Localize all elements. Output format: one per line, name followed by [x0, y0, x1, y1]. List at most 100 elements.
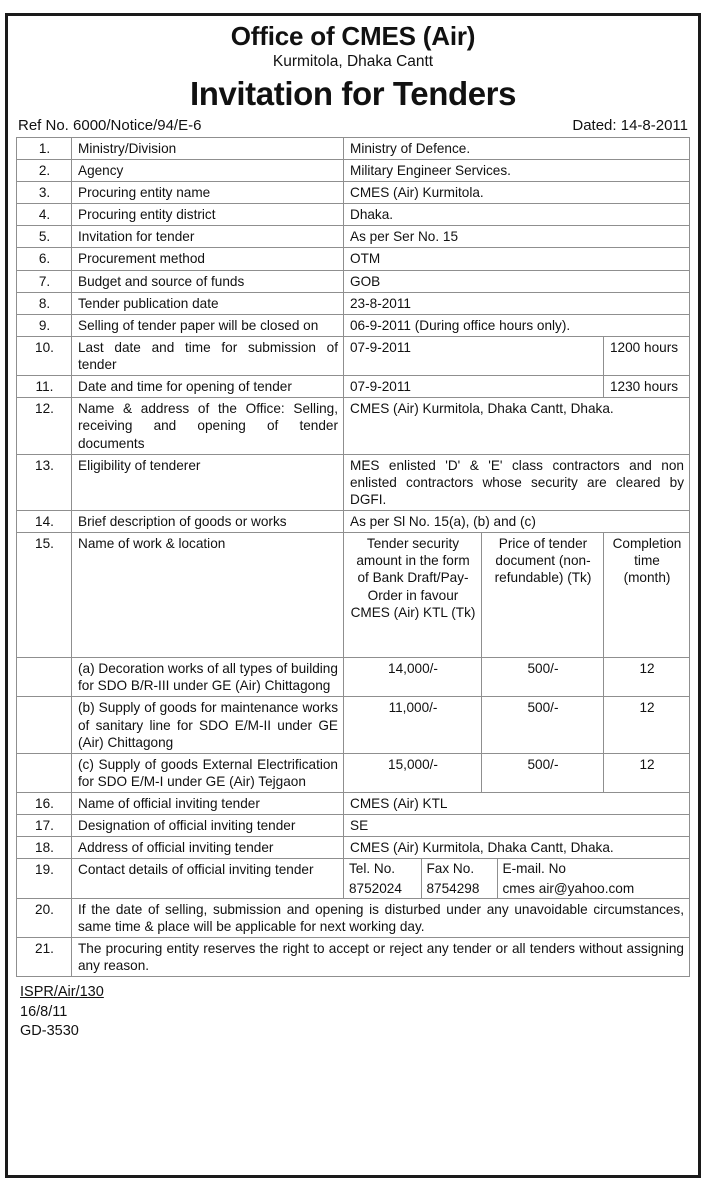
row-serial: 11.: [16, 375, 72, 399]
row-value: GOB: [343, 269, 690, 293]
row-label: Name of work & location: [71, 532, 344, 659]
row-value-date: 07-9-2011: [343, 335, 604, 377]
note-text: The procuring entity reserves the right …: [71, 936, 690, 978]
row-label: Agency: [71, 158, 344, 183]
email-label: E-mail. No: [496, 859, 689, 879]
row-serial-blank: [16, 752, 72, 794]
row-label: Ministry/Division: [71, 136, 344, 160]
row-value: CMES (Air) KTL: [343, 792, 690, 816]
table-row: 7. Budget and source of funds GOB: [16, 269, 690, 293]
table-row-work-header: 15. Name of work & location Tender secur…: [16, 532, 690, 659]
row-serial: 7.: [16, 269, 72, 293]
row-serial: 6.: [16, 247, 72, 271]
gd-number: GD-3530: [20, 1023, 79, 1040]
row-label: Name of official inviting tender: [71, 792, 344, 816]
table-row: 14. Brief description of goods or works …: [16, 510, 690, 534]
row-label: Contact details of official inviting ten…: [71, 858, 344, 899]
row-value: CMES (Air) Kurmitola, Dhaka Cantt, Dhaka…: [343, 397, 690, 455]
column-header-tender-price: Price of tender document (non-refundable…: [481, 532, 604, 659]
contact-details-cell: Tel. No. Fax No. E-mail. No 8752024 8754…: [343, 858, 690, 899]
row-serial: 2.: [16, 158, 72, 183]
row-value: As per Sl No. 15(a), (b) and (c): [343, 510, 690, 534]
contact-label-row: Tel. No. Fax No. E-mail. No: [344, 859, 689, 879]
row-serial: 4.: [16, 203, 72, 227]
row-label: Designation of official inviting tender: [71, 814, 344, 838]
row-value-date: 07-9-2011: [343, 375, 604, 399]
row-value: OTM: [343, 247, 690, 271]
row-label: Address of official inviting tender: [71, 836, 344, 860]
work-security-amount: 15,000/-: [343, 752, 482, 794]
row-serial: 8.: [16, 291, 72, 315]
document-header: Office of CMES (Air) Kurmitola, Dhaka Ca…: [16, 22, 690, 112]
table-row-work-item: (b) Supply of goods for maintenance work…: [16, 696, 690, 754]
row-serial: 9.: [16, 313, 72, 337]
row-value-time: 1200 hours: [603, 335, 690, 377]
table-row: 4. Procuring entity district Dhaka.: [16, 203, 690, 227]
office-name: Office of CMES (Air): [230, 21, 476, 51]
document-frame: Office of CMES (Air) Kurmitola, Dhaka Ca…: [5, 13, 701, 1178]
work-completion-time: 12: [603, 752, 690, 794]
table-row-work-item: (c) Supply of goods External Electrifica…: [16, 752, 690, 794]
row-label: Budget and source of funds: [71, 269, 344, 293]
row-label: Last date and time for submission of ten…: [71, 335, 344, 377]
row-serial: 5.: [16, 225, 72, 249]
page-title: Invitation for Tenders: [189, 74, 517, 112]
row-serial-blank: [16, 696, 72, 754]
tel-label: Tel. No.: [349, 861, 396, 877]
tel-value: 8752024: [349, 880, 402, 896]
table-row: 5. Invitation for tender As per Ser No. …: [16, 225, 690, 249]
row-serial: 17.: [16, 814, 72, 838]
fax-value: 8754298: [420, 878, 497, 898]
row-label: Tender publication date: [71, 291, 344, 315]
work-document-price: 500/-: [481, 696, 604, 754]
work-security-amount: 14,000/-: [343, 657, 482, 698]
table-row-note: 21. The procuring entity reserves the ri…: [16, 936, 690, 978]
row-serial: 12.: [16, 397, 72, 455]
column-header-completion-time: Completion time (month): [603, 532, 690, 659]
table-row: 12. Name & address of the Office: Sellin…: [16, 397, 690, 455]
tender-details-table: 1. Ministry/Division Ministry of Defence…: [16, 136, 690, 978]
row-serial: 21.: [16, 936, 72, 978]
table-row: 17. Designation of official inviting ten…: [16, 814, 690, 838]
row-value: 06-9-2011 (During office hours only).: [343, 313, 690, 337]
row-label: Procurement method: [71, 247, 344, 271]
reference-line: Ref No. 6000/Notice/94/E-6 Dated: 14-8-2…: [16, 117, 690, 134]
row-label: Brief description of goods or works: [71, 510, 344, 534]
row-serial: 3.: [16, 181, 72, 205]
work-document-price: 500/-: [481, 657, 604, 698]
fax-label: Fax No.: [420, 859, 497, 879]
table-row-note: 20. If the date of selling, submission a…: [16, 897, 690, 938]
table-row-work-item: (a) Decoration works of all types of bui…: [16, 657, 690, 698]
row-label: Eligibility of tenderer: [71, 453, 344, 512]
table-row: 6. Procurement method OTM: [16, 247, 690, 271]
row-serial: 16.: [16, 792, 72, 816]
row-serial: 19.: [16, 858, 72, 899]
table-row: 8. Tender publication date 23-8-2011: [16, 291, 690, 315]
work-completion-time: 12: [603, 657, 690, 698]
row-serial: 10.: [16, 335, 72, 377]
note-text: If the date of selling, submission and o…: [71, 897, 690, 938]
row-label: Selling of tender paper will be closed o…: [71, 313, 344, 337]
contact-value-row: 8752024 8754298 cmes air@yahoo.com: [344, 878, 689, 898]
table-row: 1. Ministry/Division Ministry of Defence…: [16, 136, 690, 160]
office-location: Kurmitola, Dhaka Cantt: [272, 52, 434, 70]
table-row: 11. Date and time for opening of tender …: [16, 375, 690, 399]
row-label: Date and time for opening of tender: [71, 375, 344, 399]
work-document-price: 500/-: [481, 752, 604, 794]
row-label: Name & address of the Office: Selling, r…: [71, 397, 344, 455]
row-label: Procuring entity district: [71, 203, 344, 227]
row-value: CMES (Air) Kurmitola, Dhaka Cantt, Dhaka…: [343, 836, 690, 860]
work-completion-time: 12: [603, 696, 690, 754]
row-value: Ministry of Defence.: [343, 136, 690, 160]
column-header-tender-security: Tender security amount in the form of Ba…: [343, 532, 482, 659]
document-footer: ISPR/Air/130 16/8/11 GD-3530: [16, 977, 690, 1042]
row-label: Procuring entity name: [71, 181, 344, 205]
row-value: SE: [343, 814, 690, 838]
row-value: As per Ser No. 15: [343, 225, 690, 249]
ispr-reference: ISPR/Air/130: [20, 984, 104, 1001]
table-row: 2. Agency Military Engineer Services.: [16, 158, 690, 183]
row-serial: 18.: [16, 836, 72, 860]
row-value: Dhaka.: [343, 203, 690, 227]
table-row: 9. Selling of tender paper will be close…: [16, 313, 690, 337]
